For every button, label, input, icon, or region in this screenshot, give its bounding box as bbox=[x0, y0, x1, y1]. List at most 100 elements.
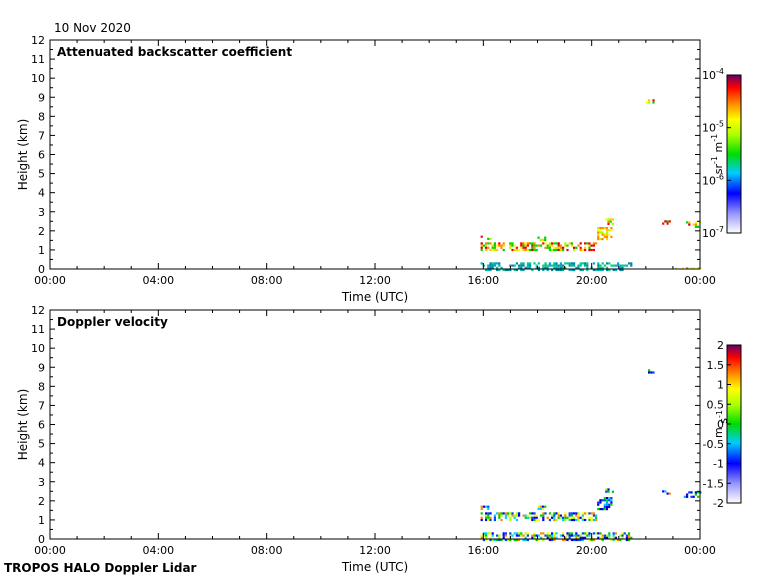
data-cell bbox=[513, 268, 516, 272]
data-cell bbox=[511, 512, 514, 515]
data-cell bbox=[601, 262, 604, 265]
y-tick-label: 4 bbox=[38, 187, 45, 200]
data-cell bbox=[590, 516, 593, 519]
data-cell bbox=[625, 538, 628, 542]
data-cell bbox=[686, 221, 689, 224]
data-cell bbox=[588, 512, 591, 515]
x-tick-label: 04:00 bbox=[142, 274, 174, 287]
data-cell bbox=[524, 536, 527, 539]
data-cell bbox=[515, 268, 518, 272]
data-cell bbox=[608, 268, 611, 272]
data-cell bbox=[621, 268, 624, 272]
x-tick-label: 08:00 bbox=[251, 274, 283, 287]
data-cell bbox=[597, 229, 600, 232]
data-cell bbox=[664, 490, 667, 493]
data-cell bbox=[606, 268, 609, 272]
data-cell bbox=[652, 101, 655, 104]
data-cell bbox=[551, 514, 554, 517]
data-cell bbox=[697, 491, 700, 494]
data-cell bbox=[595, 268, 598, 272]
data-cell bbox=[496, 248, 499, 252]
data-cell bbox=[509, 512, 512, 515]
data-cell bbox=[487, 264, 490, 267]
data-cell bbox=[610, 229, 613, 232]
data-cell bbox=[524, 242, 527, 245]
data-cell bbox=[524, 246, 527, 249]
data-cell bbox=[557, 244, 560, 247]
data-cell bbox=[518, 512, 521, 515]
data-cell bbox=[546, 244, 549, 247]
data-cell bbox=[692, 495, 695, 498]
data-cell bbox=[612, 268, 615, 272]
data-cell bbox=[555, 248, 558, 252]
data-cell bbox=[559, 248, 562, 252]
data-layer bbox=[480, 242, 598, 252]
data-cell bbox=[555, 512, 558, 515]
data-cell bbox=[540, 244, 543, 247]
data-cell bbox=[584, 532, 587, 535]
data-cell bbox=[491, 262, 494, 265]
data-cell bbox=[498, 538, 501, 542]
data-cell bbox=[605, 238, 609, 241]
data-cell bbox=[606, 266, 609, 269]
data-cell bbox=[509, 534, 512, 537]
y-tick-label: 6 bbox=[38, 419, 45, 432]
data-cell bbox=[500, 514, 503, 517]
colorbar-tick-label: -1.5 bbox=[703, 477, 724, 490]
data-cell bbox=[533, 536, 536, 539]
data-cell bbox=[496, 512, 499, 515]
data-cell bbox=[548, 512, 551, 515]
data-cell bbox=[588, 534, 591, 537]
data-cell bbox=[515, 534, 518, 537]
data-cell bbox=[535, 538, 538, 542]
data-cell bbox=[599, 508, 602, 511]
data-cell bbox=[686, 267, 689, 270]
colorbar-tick-label: 0 bbox=[717, 418, 724, 431]
data-cell bbox=[542, 516, 545, 519]
data-cell bbox=[480, 242, 483, 245]
y-tick-label: 4 bbox=[38, 457, 45, 470]
data-cell bbox=[568, 262, 571, 265]
data-cell bbox=[694, 221, 697, 224]
data-layer bbox=[648, 369, 655, 374]
data-cell bbox=[575, 518, 578, 522]
data-cell bbox=[570, 534, 573, 537]
data-cell bbox=[526, 266, 529, 269]
data-cell bbox=[611, 222, 614, 225]
data-cell bbox=[546, 266, 549, 269]
data-cell bbox=[524, 248, 527, 252]
data-cell bbox=[520, 262, 523, 265]
colorbar: 10-7 10-6 10-5 10-4 sr-1 m-1 bbox=[702, 67, 742, 240]
data-cell bbox=[570, 518, 573, 522]
data-cell bbox=[619, 268, 622, 272]
data-cell bbox=[515, 262, 518, 265]
data-cell bbox=[515, 538, 518, 542]
data-cell bbox=[605, 218, 608, 221]
data-cell bbox=[526, 242, 529, 245]
data-cell bbox=[504, 534, 507, 537]
data-cell bbox=[535, 518, 538, 522]
data-cell bbox=[493, 242, 496, 245]
data-cell bbox=[573, 516, 576, 519]
data-cell bbox=[504, 512, 507, 515]
data-cell bbox=[529, 264, 532, 267]
data-cell bbox=[533, 518, 536, 522]
data-cell bbox=[551, 536, 554, 539]
data-cell bbox=[515, 518, 518, 522]
data-cell bbox=[559, 266, 562, 269]
data-cell bbox=[535, 264, 538, 267]
y-tick-label: 10 bbox=[31, 342, 45, 355]
data-cell bbox=[522, 538, 525, 542]
data-cell bbox=[570, 514, 573, 517]
data-cell bbox=[577, 514, 580, 517]
data-cell bbox=[507, 514, 510, 517]
data-cell bbox=[533, 514, 536, 517]
data-cell bbox=[524, 266, 527, 269]
data-cell bbox=[491, 538, 494, 542]
data-cell bbox=[480, 518, 483, 522]
data-cell bbox=[509, 244, 512, 247]
data-cell bbox=[599, 501, 602, 504]
data-cell bbox=[575, 514, 578, 517]
data-cell bbox=[533, 516, 536, 519]
data-cell bbox=[601, 266, 604, 269]
